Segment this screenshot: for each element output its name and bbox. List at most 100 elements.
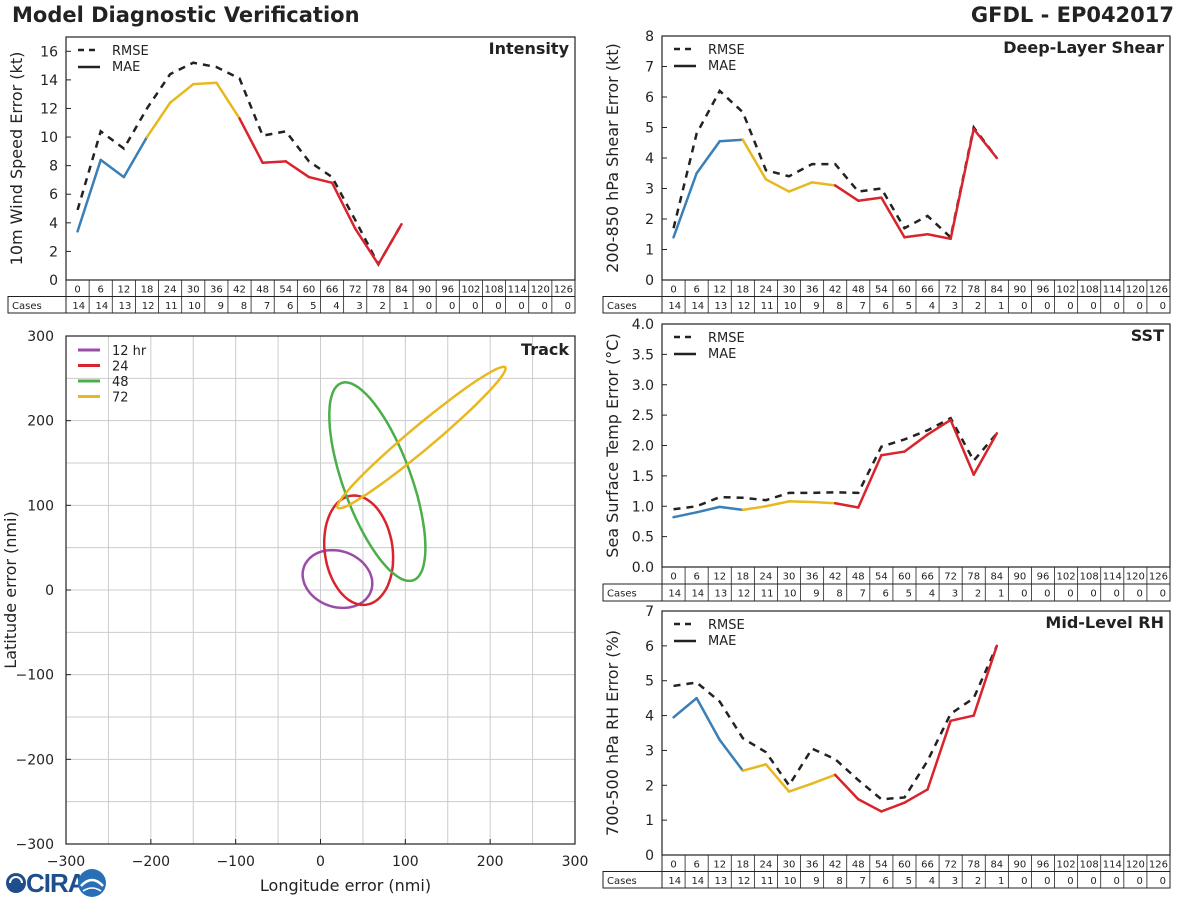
sst-case-count: 10 [784,589,797,600]
track-xtick-label: −100 [216,854,254,870]
sst-case-count: 12 [738,589,751,600]
shear-ylabel: 200-850 hPa Shear Error (kt) [603,43,622,273]
intensity-ytick-label: 0 [49,273,58,289]
rh-case-count: 9 [813,876,819,887]
sst-case-count: 9 [813,589,819,600]
shear-ytick-label: 2 [645,212,654,228]
intensity-case-count: 6 [287,301,293,312]
sst-rmse-line [673,416,998,511]
sst-cases-row [602,583,1171,602]
rh-cases-row [602,871,1171,889]
intensity-case-count: 13 [119,301,132,312]
shear-case-count: 0 [1113,301,1119,312]
intensity-case-count: 0 [565,301,571,312]
track-ytick-label: 200 [27,414,54,430]
intensity-hour-label: 60 [303,284,316,295]
intensity-case-count: 12 [142,301,155,312]
sst-cases-label: Cases [607,589,637,600]
sst-ytick-label: 3.0 [632,378,654,394]
intensity-case-count: 0 [426,301,432,312]
rh-hour-label: 108 [1080,859,1099,870]
intensity-hour-label: 24 [164,284,177,295]
sst-mae-segment [741,505,768,512]
sst-case-count: 7 [859,589,865,600]
intensity-mae-segment [215,81,241,120]
rh-ytick-label: 3 [645,743,654,759]
sst-hour-label: 84 [990,572,1003,583]
rh-case-count: 0 [1090,876,1096,887]
shear-mae-segment [718,138,745,143]
intensity-mae-segment [76,158,102,233]
sst-hour-label: 102 [1057,572,1076,583]
rh-case-count: 11 [761,876,774,887]
track-legend-label: 72 [112,391,129,406]
rh-case-count: 12 [738,876,751,887]
shear-case-count: 2 [975,301,981,312]
sst-case-count: 0 [1137,589,1143,600]
sst-legend-mae-label: MAE [708,347,736,362]
intensity-case-count: 0 [518,301,524,312]
intensity-case-count: 10 [188,301,201,312]
shear-hour-label: 0 [670,284,676,295]
sst-hour-label: 90 [1014,572,1027,583]
rh-hour-label: 126 [1149,859,1168,870]
sst-title: SST [1131,326,1164,345]
sst-hour-label: 108 [1080,572,1099,583]
intensity-case-count: 3 [356,301,362,312]
rh-mae-segment [833,773,860,801]
sst-ylabel: Sea Surface Temp Error (°C) [603,333,622,557]
sst-hour-label: 78 [967,572,980,583]
rh-hour-label: 24 [760,859,773,870]
sst-hour-label: 114 [1103,572,1122,583]
rh-hour-label: 114 [1103,859,1122,870]
rh-case-count: 0 [1160,876,1166,887]
shear-ytick-label: 3 [645,182,654,198]
rh-cases-label: Cases [607,876,637,887]
intensity-case-count: 14 [72,301,85,312]
rh-hour-label: 84 [990,859,1003,870]
intensity-hour-label: 114 [508,284,527,295]
track-ellipse-4 [336,365,507,510]
sst-hour-label: 24 [760,572,773,583]
track-ytick-label: −300 [16,837,54,853]
intensity-mae-segment [122,135,149,179]
track-ytick-label: −100 [16,668,54,684]
intensity-mae-segment [307,175,334,185]
shear-case-count: 13 [715,301,728,312]
shear-case-count: 0 [1160,301,1166,312]
shear-rmse-line [672,88,998,240]
intensity-hour-label: 72 [349,284,362,295]
intensity-hour-label: 66 [326,284,339,295]
panel-sst: 0.0 0.5 1.0 1.5 2.0 2.5 3.0 3.5 4.0 Sea Surface T… [602,317,1171,602]
rh-ytick-label: 7 [645,604,654,620]
intensity-ytick-label: 4 [49,216,58,232]
intensity-case-count: 0 [495,301,501,312]
shear-hour-label: 66 [921,284,934,295]
rh-hour-label: 54 [875,859,888,870]
shear-case-count: 3 [952,301,958,312]
rh-mae-segment [926,719,952,791]
rh-case-count: 8 [836,876,842,887]
sst-case-count: 0 [1044,589,1050,600]
shear-hour-label: 108 [1080,284,1099,295]
sst-case-count: 11 [761,589,774,600]
sst-mae-segment [972,432,999,476]
rh-case-count: 3 [952,876,958,887]
rh-hour-label: 0 [670,859,676,870]
track-ylabel: Latitude error (nmi) [1,511,20,668]
intensity-plot-frame [65,36,576,281]
intensity-case-count: 11 [165,301,178,312]
shear-ytick-label: 5 [645,121,654,137]
track-xtick-label: 100 [392,854,419,870]
rh-mae-segment [764,763,791,793]
sst-case-count: 4 [929,589,935,600]
shear-mae-segment [857,196,883,202]
intensity-mae-segment [353,227,380,266]
sst-hour-label: 66 [921,572,934,583]
intensity-case-count: 2 [380,301,386,312]
intensity-mae-segment [238,117,264,165]
sst-mae-segment [880,450,906,457]
rh-hour-label: 120 [1126,859,1145,870]
cira-logo: CIRA [6,868,106,898]
